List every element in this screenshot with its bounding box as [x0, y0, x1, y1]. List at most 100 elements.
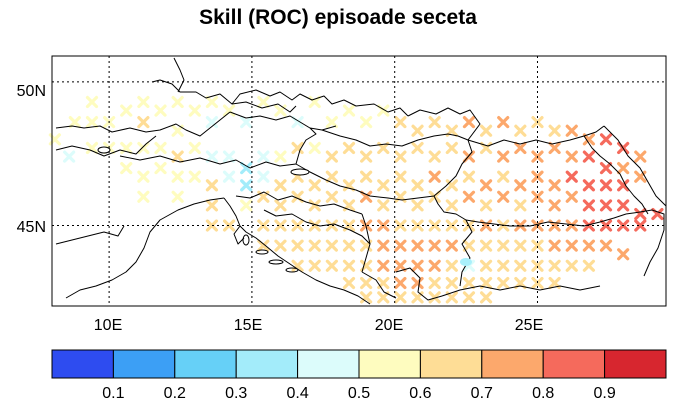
colorbar-swatch	[112, 349, 176, 379]
skill-marker	[205, 219, 219, 232]
colorbar-swatch	[51, 349, 114, 379]
skill-marker	[240, 199, 253, 212]
skill-marker	[634, 219, 647, 232]
skill-marker	[154, 161, 167, 175]
skill-marker	[85, 141, 99, 155]
skill-marker	[342, 239, 356, 252]
skill-marker	[531, 259, 544, 272]
skill-marker	[497, 190, 510, 203]
bosnia-serbia-border	[361, 213, 371, 273]
croatia-bosnia-border	[263, 209, 371, 245]
skill-marker	[360, 170, 373, 183]
skill-marker	[548, 179, 561, 192]
slovakia-hungary-border	[321, 129, 469, 147]
skill-marker	[428, 219, 441, 232]
skill-marker	[479, 239, 493, 252]
lake-balaton	[290, 168, 310, 176]
skill-marker	[188, 141, 201, 155]
skill-marker	[188, 170, 201, 183]
skill-marker	[411, 179, 424, 192]
skill-marker	[360, 150, 373, 163]
kosovo-border	[395, 267, 443, 301]
skill-marker	[325, 219, 338, 232]
skill-marker	[394, 219, 407, 232]
skill-marker	[342, 104, 356, 117]
skill-marker	[171, 190, 184, 203]
skill-marker	[582, 133, 595, 146]
skill-marker	[462, 276, 476, 290]
skill-marker	[497, 276, 510, 290]
skill-marker	[257, 239, 270, 252]
skill-marker	[548, 199, 561, 212]
skill-marker	[360, 190, 373, 203]
skill-marker	[240, 115, 253, 129]
skill-marker	[360, 291, 373, 304]
skill-marker	[85, 95, 99, 109]
skill-marker	[205, 150, 219, 163]
serbia-romania-border	[433, 195, 479, 223]
skill-marker	[377, 239, 390, 252]
germany-poland-border	[173, 57, 185, 93]
skill-marker	[342, 179, 356, 192]
skill-marker	[291, 259, 304, 272]
lon-label-10e: 10E	[94, 317, 122, 334]
skill-marker	[394, 239, 407, 252]
skill-marker	[428, 239, 441, 252]
bulgaria-south-border	[441, 285, 601, 297]
skill-marker	[514, 179, 527, 192]
skill-marker	[394, 115, 407, 129]
serbia-bulgaria-border	[459, 219, 473, 287]
adriatic-islands	[242, 234, 299, 273]
skill-marker	[582, 150, 595, 163]
skill-marker	[394, 276, 407, 290]
skill-marker	[394, 170, 407, 183]
skill-marker	[617, 179, 630, 192]
colorbar-tick-label: 0.5	[348, 385, 370, 402]
skill-marker	[205, 95, 219, 109]
skill-marker	[120, 104, 133, 117]
skill-marker	[428, 259, 441, 272]
skill-marker	[377, 199, 390, 212]
skill-marker	[154, 141, 167, 155]
poland-ukraine-border	[407, 107, 605, 147]
skill-marker	[360, 276, 373, 290]
skill-marker	[445, 199, 458, 212]
graticule	[52, 56, 666, 306]
skill-marker	[565, 190, 578, 203]
skill-marker	[582, 179, 595, 192]
country-borders	[55, 57, 667, 305]
skill-marker	[497, 115, 510, 129]
skill-marker	[171, 124, 184, 137]
skill-marker	[548, 239, 561, 252]
skill-marker	[582, 239, 595, 252]
skill-marker	[462, 190, 476, 203]
austria-czech-border	[229, 111, 311, 129]
adriatic-east-coast	[223, 197, 371, 305]
skill-marker	[308, 141, 321, 155]
germany-czech-border	[151, 79, 297, 113]
skill-marker	[514, 124, 527, 137]
skill-marker	[599, 133, 613, 146]
skill-marker	[154, 104, 167, 117]
skill-marker	[240, 161, 253, 175]
skill-marker	[411, 259, 424, 272]
skill-marker	[274, 239, 287, 252]
lake-constance	[97, 146, 111, 154]
skill-marker	[342, 259, 356, 272]
island	[285, 267, 299, 273]
lon-label-15e: 15E	[234, 317, 262, 334]
skill-marker	[479, 124, 493, 137]
skill-marker	[308, 259, 321, 272]
skill-marker	[394, 259, 407, 272]
skill-marker	[291, 239, 304, 252]
skill-marker	[308, 179, 321, 192]
skill-marker	[497, 259, 510, 272]
skill-marker	[634, 207, 647, 221]
skill-marker	[411, 124, 424, 137]
skill-marker	[171, 95, 184, 109]
skill-marker	[394, 150, 407, 163]
skill-marker	[479, 259, 493, 272]
skill-marker	[411, 199, 424, 212]
skill-marker	[634, 150, 647, 163]
skill-marker	[68, 115, 81, 129]
